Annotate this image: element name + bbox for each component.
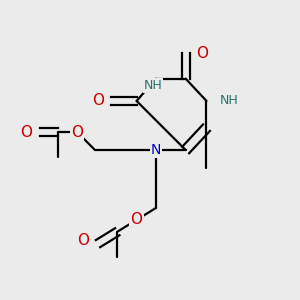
Text: O: O bbox=[130, 212, 142, 227]
Text: O: O bbox=[21, 125, 33, 140]
Text: O: O bbox=[77, 233, 89, 248]
Text: O: O bbox=[196, 46, 208, 61]
Text: O: O bbox=[71, 125, 83, 140]
Text: N: N bbox=[151, 143, 161, 157]
Text: O: O bbox=[92, 94, 104, 109]
Text: NH: NH bbox=[144, 79, 162, 92]
Text: NH: NH bbox=[220, 94, 239, 107]
